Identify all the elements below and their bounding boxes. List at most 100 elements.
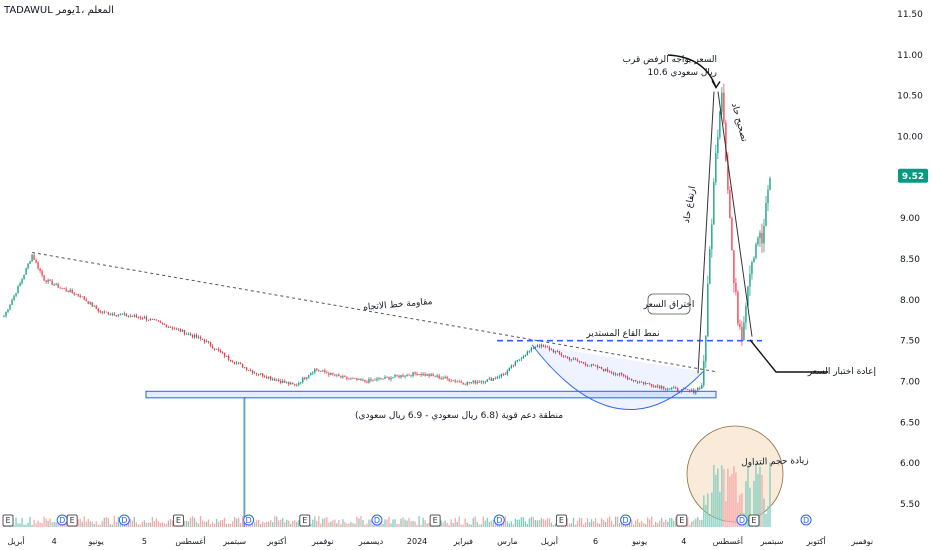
volume-bar (13, 524, 15, 527)
candle (143, 316, 146, 319)
volume-bar (637, 518, 639, 527)
volume-bar (358, 518, 360, 527)
volume-bar (452, 522, 454, 527)
volume-bar (107, 517, 109, 527)
candle (606, 368, 609, 372)
volume-bar (91, 521, 93, 527)
volume-bar (446, 522, 448, 527)
y-tick-label: 5.50 (900, 500, 920, 510)
candle (639, 381, 641, 383)
y-tick-label: 8.00 (900, 296, 920, 306)
volume-bar (338, 520, 340, 527)
volume-bar (420, 524, 422, 527)
volume-bar (725, 501, 727, 527)
volume-bar (209, 524, 212, 527)
candle (436, 375, 438, 377)
candle (221, 352, 224, 353)
x-tick-label: أبريل (7, 536, 24, 546)
rounding-bottom-arc (531, 344, 704, 411)
candle (205, 341, 208, 343)
candle (665, 388, 667, 390)
dividend-marker-label: D (246, 516, 252, 525)
volume-bar (711, 492, 713, 527)
candle (185, 333, 188, 335)
candle (464, 384, 466, 386)
volume-bar (276, 516, 278, 527)
volume-bar (61, 524, 63, 527)
candle (542, 344, 545, 347)
volume-bar (344, 521, 346, 527)
volume-bar (370, 519, 372, 527)
candle (107, 312, 109, 315)
candle (392, 377, 394, 379)
candle (53, 284, 55, 286)
volume-bar (600, 518, 603, 527)
candle (590, 364, 593, 366)
volume-bar (53, 521, 55, 527)
candle (133, 315, 135, 317)
candle (504, 374, 506, 375)
breakout-label: اختراق السعر (643, 300, 695, 310)
candle (725, 122, 727, 161)
candle (745, 306, 747, 323)
candle (480, 381, 482, 383)
candle (576, 359, 579, 361)
volume-bar (328, 522, 330, 527)
earnings-marker-label: E (559, 516, 564, 525)
candle (408, 374, 410, 376)
candle (274, 378, 276, 381)
volume-bar (703, 495, 705, 527)
candle (632, 380, 635, 381)
volume-bar (298, 520, 300, 527)
candle (568, 357, 571, 360)
y-axis: 11.5011.0010.5010.009.509.008.508.007.50… (897, 10, 928, 510)
volume-bar (324, 517, 326, 527)
candle (412, 372, 414, 377)
earnings-marker-label: E (70, 516, 75, 525)
volume-bar (410, 521, 412, 527)
volume-bar (570, 523, 573, 527)
candle (546, 346, 549, 348)
candle (580, 361, 583, 363)
candle (727, 160, 729, 190)
volume-bar (326, 517, 328, 527)
volume-bar (99, 524, 101, 527)
candle (442, 377, 444, 379)
volume-bar (278, 520, 280, 527)
volume-bar (33, 519, 35, 527)
candle (231, 361, 234, 363)
candle (314, 368, 316, 373)
volume-bar (235, 518, 238, 527)
candle (103, 311, 105, 313)
volume-bar (35, 523, 37, 527)
earnings-marker (676, 514, 688, 527)
candle (312, 372, 314, 374)
volume-bar (83, 516, 85, 527)
candle (29, 261, 31, 264)
volume-bar (133, 517, 135, 527)
volume-bar (763, 498, 765, 527)
volume-bar (769, 462, 771, 527)
candle (374, 379, 376, 381)
volume-bar (21, 517, 23, 527)
volume-bar (266, 521, 268, 527)
candle (715, 153, 717, 183)
volume-bar (568, 523, 571, 527)
candle (416, 373, 418, 376)
candle (272, 378, 274, 380)
earnings-marker-label: E (433, 516, 438, 525)
candle (165, 324, 168, 328)
candle (548, 347, 551, 350)
candle (486, 379, 488, 382)
volume-bars (3, 397, 771, 527)
volume-bar (292, 521, 294, 527)
candle (155, 319, 158, 321)
candle (478, 381, 480, 383)
candle (99, 311, 101, 313)
candle (641, 381, 643, 383)
candle (7, 309, 9, 312)
candle (458, 381, 460, 383)
candle (723, 92, 725, 123)
volume-bar (448, 524, 450, 527)
